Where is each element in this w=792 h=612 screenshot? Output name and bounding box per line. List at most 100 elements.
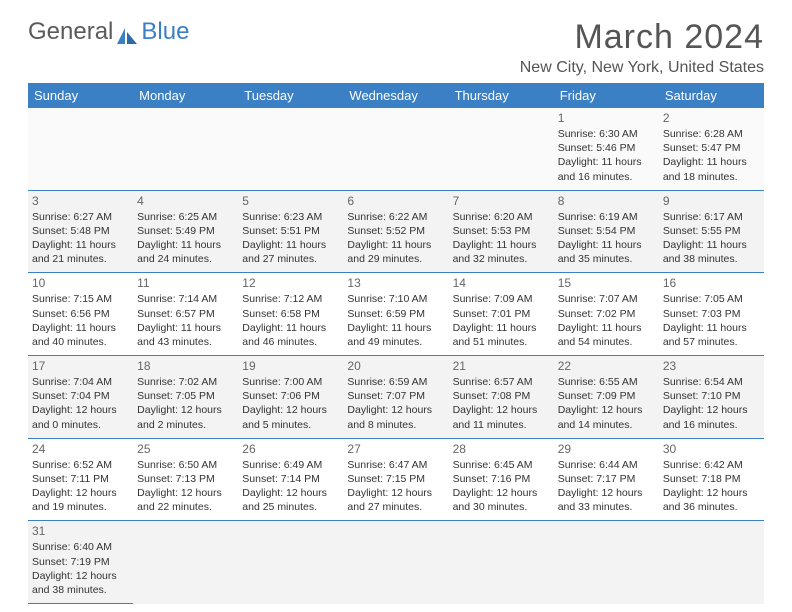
day-number: 28 <box>453 442 550 456</box>
daylight-text: Daylight: 12 hours and 27 minutes. <box>347 486 444 514</box>
sunrise-text: Sunrise: 6:49 AM <box>242 458 339 472</box>
calendar-cell: 12Sunrise: 7:12 AMSunset: 6:58 PMDayligh… <box>238 273 343 356</box>
calendar-cell <box>28 108 133 190</box>
logo-part1: General <box>28 18 113 46</box>
daylight-text: Daylight: 12 hours and 36 minutes. <box>663 486 760 514</box>
sunset-text: Sunset: 7:15 PM <box>347 472 444 486</box>
calendar-cell <box>238 108 343 190</box>
calendar-table: SundayMondayTuesdayWednesdayThursdayFrid… <box>28 83 764 604</box>
sunset-text: Sunset: 7:03 PM <box>663 307 760 321</box>
calendar-cell: 10Sunrise: 7:15 AMSunset: 6:56 PMDayligh… <box>28 273 133 356</box>
calendar-cell: 26 Sunrise: 6:49 AMSunset: 7:14 PMDayligh… <box>238 438 343 521</box>
daylight-text: Daylight: 11 hours and 40 minutes. <box>32 321 129 349</box>
sunset-text: Sunset: 7:14 PM <box>242 472 339 486</box>
sunset-text: Sunset: 7:19 PM <box>32 555 129 569</box>
daylight-text: Daylight: 11 hours and 57 minutes. <box>663 321 760 349</box>
sunrise-text: Sunrise: 6:47 AM <box>347 458 444 472</box>
daylight-text: Daylight: 12 hours and 25 minutes. <box>242 486 339 514</box>
sunrise-text: Sunrise: 7:09 AM <box>453 292 550 306</box>
calendar-cell <box>449 108 554 190</box>
day-number: 31 <box>32 524 129 538</box>
calendar-cell: 22Sunrise: 6:55 AMSunset: 7:09 PMDayligh… <box>554 356 659 439</box>
sunrise-text: Sunrise: 6:20 AM <box>453 210 550 224</box>
calendar-cell: 16Sunrise: 7:05 AMSunset: 7:03 PMDayligh… <box>659 273 764 356</box>
calendar-cell: 25Sunrise: 6:50 AMSunset: 7:13 PMDayligh… <box>133 438 238 521</box>
calendar-cell: 19Sunrise: 7:00 AMSunset: 7:06 PMDayligh… <box>238 356 343 439</box>
day-number: 16 <box>663 276 760 290</box>
calendar-cell: 23Sunrise: 6:54 AMSunset: 7:10 PMDayligh… <box>659 356 764 439</box>
sunrise-text: Sunrise: 6:52 AM <box>32 458 129 472</box>
sunset-text: Sunset: 6:58 PM <box>242 307 339 321</box>
sunset-text: Sunset: 7:05 PM <box>137 389 234 403</box>
day-number: 8 <box>558 194 655 208</box>
sunrise-text: Sunrise: 7:10 AM <box>347 292 444 306</box>
day-number: 27 <box>347 442 444 456</box>
day-header: Friday <box>554 83 659 108</box>
day-number: 21 <box>453 359 550 373</box>
day-number: 9 <box>663 194 760 208</box>
daylight-text: Daylight: 11 hours and 16 minutes. <box>558 155 655 183</box>
daylight-text: Daylight: 11 hours and 49 minutes. <box>347 321 444 349</box>
day-number: 17 <box>32 359 129 373</box>
calendar-cell: 29Sunrise: 6:44 AMSunset: 7:17 PMDayligh… <box>554 438 659 521</box>
day-number: 26 <box>242 442 339 456</box>
day-number: 29 <box>558 442 655 456</box>
daylight-text: Daylight: 11 hours and 21 minutes. <box>32 238 129 266</box>
page-title: March 2024 <box>520 18 764 57</box>
sunrise-text: Sunrise: 6:55 AM <box>558 375 655 389</box>
sunrise-text: Sunrise: 7:14 AM <box>137 292 234 306</box>
calendar-cell: 31 Sunrise: 6:40 AMSunset: 7:19 PMDayligh… <box>28 521 133 604</box>
calendar-cell <box>343 108 448 190</box>
sunset-text: Sunset: 5:49 PM <box>137 224 234 238</box>
sunrise-text: Sunrise: 7:07 AM <box>558 292 655 306</box>
sunrise-text: Sunrise: 6:19 AM <box>558 210 655 224</box>
calendar-cell: 27 Sunrise: 6:47 AMSunset: 7:15 PMDayligh… <box>343 438 448 521</box>
sunset-text: Sunset: 7:01 PM <box>453 307 550 321</box>
calendar-cell: 24Sunrise: 6:52 AMSunset: 7:11 PMDayligh… <box>28 438 133 521</box>
sunrise-text: Sunrise: 7:15 AM <box>32 292 129 306</box>
calendar-cell <box>659 521 764 604</box>
daylight-text: Daylight: 12 hours and 19 minutes. <box>32 486 129 514</box>
day-header: Monday <box>133 83 238 108</box>
sunrise-text: Sunrise: 6:42 AM <box>663 458 760 472</box>
day-number: 13 <box>347 276 444 290</box>
calendar-cell: 28Sunrise: 6:45 AMSunset: 7:16 PMDayligh… <box>449 438 554 521</box>
day-number: 20 <box>347 359 444 373</box>
day-number: 15 <box>558 276 655 290</box>
sunrise-text: Sunrise: 6:59 AM <box>347 375 444 389</box>
calendar-cell: 18Sunrise: 7:02 AMSunset: 7:05 PMDayligh… <box>133 356 238 439</box>
sunset-text: Sunset: 5:54 PM <box>558 224 655 238</box>
day-number: 10 <box>32 276 129 290</box>
sunset-text: Sunset: 7:06 PM <box>242 389 339 403</box>
daylight-text: Daylight: 11 hours and 24 minutes. <box>137 238 234 266</box>
sunrise-text: Sunrise: 6:40 AM <box>32 540 129 554</box>
daylight-text: Daylight: 12 hours and 11 minutes. <box>453 403 550 431</box>
logo-sail-icon <box>115 26 139 46</box>
sunrise-text: Sunrise: 7:00 AM <box>242 375 339 389</box>
daylight-text: Daylight: 12 hours and 22 minutes. <box>137 486 234 514</box>
day-number: 18 <box>137 359 234 373</box>
daylight-text: Daylight: 11 hours and 35 minutes. <box>558 238 655 266</box>
day-header: Wednesday <box>343 83 448 108</box>
calendar-cell: 5Sunrise: 6:23 AMSunset: 5:51 PMDaylight… <box>238 190 343 273</box>
calendar-cell <box>133 521 238 604</box>
daylight-text: Daylight: 11 hours and 46 minutes. <box>242 321 339 349</box>
day-number: 19 <box>242 359 339 373</box>
sunset-text: Sunset: 5:48 PM <box>32 224 129 238</box>
daylight-text: Daylight: 11 hours and 29 minutes. <box>347 238 444 266</box>
day-number: 3 <box>32 194 129 208</box>
calendar-cell: 21Sunrise: 6:57 AMSunset: 7:08 PMDayligh… <box>449 356 554 439</box>
calendar-cell: 3Sunrise: 6:27 AMSunset: 5:48 PMDaylight… <box>28 190 133 273</box>
daylight-text: Daylight: 12 hours and 30 minutes. <box>453 486 550 514</box>
sunset-text: Sunset: 5:46 PM <box>558 141 655 155</box>
day-number: 14 <box>453 276 550 290</box>
sunset-text: Sunset: 5:53 PM <box>453 224 550 238</box>
sunrise-text: Sunrise: 6:23 AM <box>242 210 339 224</box>
sunrise-text: Sunrise: 6:50 AM <box>137 458 234 472</box>
calendar-cell: 11Sunrise: 7:14 AMSunset: 6:57 PMDayligh… <box>133 273 238 356</box>
daylight-text: Daylight: 12 hours and 38 minutes. <box>32 569 129 597</box>
daylight-text: Daylight: 11 hours and 43 minutes. <box>137 321 234 349</box>
day-number: 11 <box>137 276 234 290</box>
sunset-text: Sunset: 7:02 PM <box>558 307 655 321</box>
calendar-cell: 13Sunrise: 7:10 AMSunset: 6:59 PMDayligh… <box>343 273 448 356</box>
